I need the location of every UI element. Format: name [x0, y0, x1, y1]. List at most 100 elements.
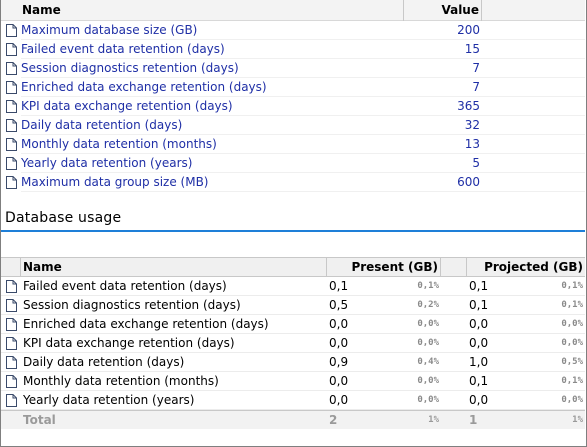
projected-value: 0,0	[469, 392, 489, 407]
setting-name-link[interactable]: KPI data exchange retention (days)	[21, 97, 404, 116]
present-percent: 0,0%	[417, 394, 439, 405]
table-row: Failed event data retention (days) 0,1 0,1…	[1, 277, 585, 296]
usage-name: Enriched data exchange retention (days)	[23, 316, 269, 331]
setting-value[interactable]: 5	[404, 154, 482, 173]
setting-name-link[interactable]: Failed event data retention (days)	[21, 40, 404, 59]
usage-total-row: Total 2 1% 1 1%	[1, 410, 585, 429]
projected-percent: 0,1%	[561, 280, 583, 291]
column-header-filler	[482, 0, 585, 21]
document-icon	[1, 372, 21, 391]
setting-value[interactable]: 200	[404, 21, 482, 40]
setting-name-link[interactable]: Maximum database size (GB)	[21, 21, 404, 40]
document-icon	[1, 78, 21, 97]
column-header-projected[interactable]: Projected (GB)	[484, 260, 583, 274]
setting-value[interactable]: 600	[404, 173, 482, 192]
document-icon	[1, 97, 21, 116]
usage-table-body: Failed event data retention (days) 0,1 0,1…	[1, 277, 585, 410]
projected-percent: 0,1%	[561, 375, 583, 386]
column-header-present[interactable]: Present (GB)	[327, 258, 441, 276]
section-title: Database usage	[5, 210, 122, 226]
usage-name: Yearly data retention (years)	[23, 392, 195, 407]
table-row[interactable]: Monthly data retention (months) 13	[1, 135, 585, 154]
table-row[interactable]: Enriched data exchange retention (days) 7	[1, 78, 585, 97]
present-percent: 0,1%	[417, 280, 439, 291]
table-row[interactable]: Yearly data retention (years) 5	[1, 154, 585, 173]
projected-percent: 0,0%	[561, 318, 583, 329]
table-row[interactable]: Maximum database size (GB) 200	[1, 21, 585, 40]
present-percent: 0,4%	[417, 356, 439, 367]
document-icon	[1, 154, 21, 173]
column-header-name[interactable]: Name	[21, 258, 327, 276]
setting-value[interactable]: 32	[404, 116, 482, 135]
projected-percent: 0,1%	[561, 299, 583, 310]
setting-name-link[interactable]: Daily data retention (days)	[21, 116, 404, 135]
projected-value: 0,0	[469, 316, 489, 331]
total-projected-percent: 1%	[572, 414, 583, 425]
projected-percent: 0,5%	[561, 356, 583, 367]
setting-name-link[interactable]: Yearly data retention (years)	[21, 154, 404, 173]
setting-value[interactable]: 7	[404, 59, 482, 78]
document-icon	[1, 334, 21, 353]
column-header-value[interactable]: Value	[404, 0, 482, 21]
present-percent: 0,0%	[417, 318, 439, 329]
table-row[interactable]: Failed event data retention (days) 15	[1, 40, 585, 59]
present-value: 0,0	[329, 335, 349, 350]
table-row: Yearly data retention (years) 0,0 0,0% 0,0 0…	[1, 391, 585, 410]
usage-name: Failed event data retention (days)	[23, 278, 227, 293]
present-value: 0,0	[329, 373, 349, 388]
setting-value[interactable]: 15	[404, 40, 482, 59]
column-header-name[interactable]: Name	[1, 0, 404, 21]
usage-name: Session diagnostics retention (days)	[23, 297, 241, 312]
present-percent: 0,2%	[417, 299, 439, 310]
document-icon	[1, 135, 21, 154]
usage-table-header: Name Present (GB) Projected (GB)	[1, 257, 585, 277]
setting-value[interactable]: 365	[404, 97, 482, 116]
table-row: Session diagnostics retention (days) 0,5 0…	[1, 296, 585, 315]
projected-value: 1,0	[469, 354, 489, 369]
projected-percent: 0,0%	[561, 337, 583, 348]
document-icon	[1, 59, 21, 78]
projected-value: 0,0	[469, 335, 489, 350]
usage-name: KPI data exchange retention (days)	[23, 335, 235, 350]
setting-name-link[interactable]: Session diagnostics retention (days)	[21, 59, 404, 78]
table-row[interactable]: KPI data exchange retention (days) 365	[1, 97, 585, 116]
total-present: 2	[329, 412, 338, 427]
total-present-percent: 1%	[428, 414, 439, 425]
projected-value: 0,1	[469, 373, 489, 388]
document-icon	[1, 277, 21, 296]
document-icon	[1, 40, 21, 59]
setting-value[interactable]: 13	[404, 135, 482, 154]
settings-table-body: Maximum database size (GB) 200 Failed eve…	[1, 21, 585, 192]
table-row[interactable]: Maximum data group size (MB) 600	[1, 173, 585, 192]
document-icon	[1, 315, 21, 334]
document-icon	[1, 296, 21, 315]
document-icon	[1, 21, 21, 40]
table-row[interactable]: Daily data retention (days) 32	[1, 116, 585, 135]
setting-name-link[interactable]: Enriched data exchange retention (days)	[21, 78, 404, 97]
document-icon	[1, 391, 21, 410]
table-row: Monthly data retention (months) 0,0 0,0% 0,…	[1, 372, 585, 391]
table-row: KPI data exchange retention (days) 0,0 0,0…	[1, 334, 585, 353]
present-value: 0,5	[329, 297, 349, 312]
settings-table-header: Name Value	[1, 0, 585, 21]
projected-percent: 0,0%	[561, 394, 583, 405]
projected-value: 0,1	[469, 278, 489, 293]
setting-name-link[interactable]: Monthly data retention (months)	[21, 135, 404, 154]
section-divider	[1, 230, 585, 232]
projected-value: 0,1	[469, 297, 489, 312]
present-percent: 0,0%	[417, 337, 439, 348]
table-row: Enriched data exchange retention (days) 0…	[1, 315, 585, 334]
setting-value[interactable]: 7	[404, 78, 482, 97]
present-value: 0,1	[329, 278, 349, 293]
table-row[interactable]: Session diagnostics retention (days) 7	[1, 59, 585, 78]
present-percent: 0,0%	[417, 375, 439, 386]
total-projected: 1	[469, 412, 478, 427]
usage-name: Monthly data retention (months)	[23, 373, 219, 388]
column-header-icon	[1, 258, 21, 276]
present-value: 0,9	[329, 354, 349, 369]
present-value: 0,0	[329, 392, 349, 407]
document-icon	[1, 173, 21, 192]
document-icon	[1, 116, 21, 135]
column-header-spacer	[441, 258, 467, 276]
setting-name-link[interactable]: Maximum data group size (MB)	[21, 173, 404, 192]
